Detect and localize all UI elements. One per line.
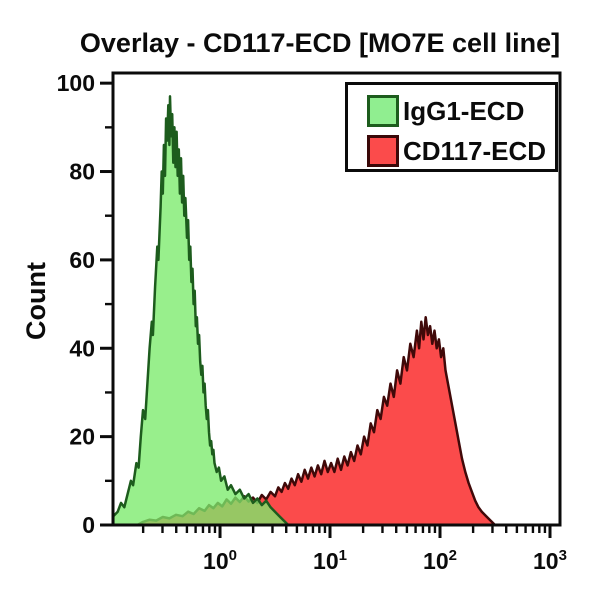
y-tick-label: 40 [69, 335, 95, 361]
x-tick-label: 101 [313, 547, 347, 574]
y-tick-label: 20 [69, 424, 95, 450]
x-tick-label: 103 [533, 547, 567, 574]
legend: IgG1-ECD CD117-ECD [345, 82, 558, 172]
chart-title: Overlay - CD117-ECD [MO7E cell line] [79, 28, 561, 58]
y-tick-label: 0 [82, 512, 95, 538]
y-tick-label: 100 [57, 70, 95, 96]
legend-label-cd117: CD117-ECD [403, 135, 547, 166]
y-tick-label: 80 [69, 159, 95, 185]
legend-swatch-cd117 [367, 135, 399, 167]
legend-label-igg1: IgG1-ECD [403, 95, 525, 126]
legend-entry-cd117: CD117-ECD [348, 131, 555, 171]
legend-swatch-igg1 [367, 95, 399, 127]
legend-entry-igg1: IgG1-ECD [348, 91, 555, 131]
x-tick-label: 100 [203, 547, 237, 574]
y-tick-label: 60 [69, 247, 95, 273]
series-IgG1-ECD [113, 95, 290, 525]
plot-border [111, 71, 562, 527]
x-tick-label: 102 [423, 547, 457, 574]
